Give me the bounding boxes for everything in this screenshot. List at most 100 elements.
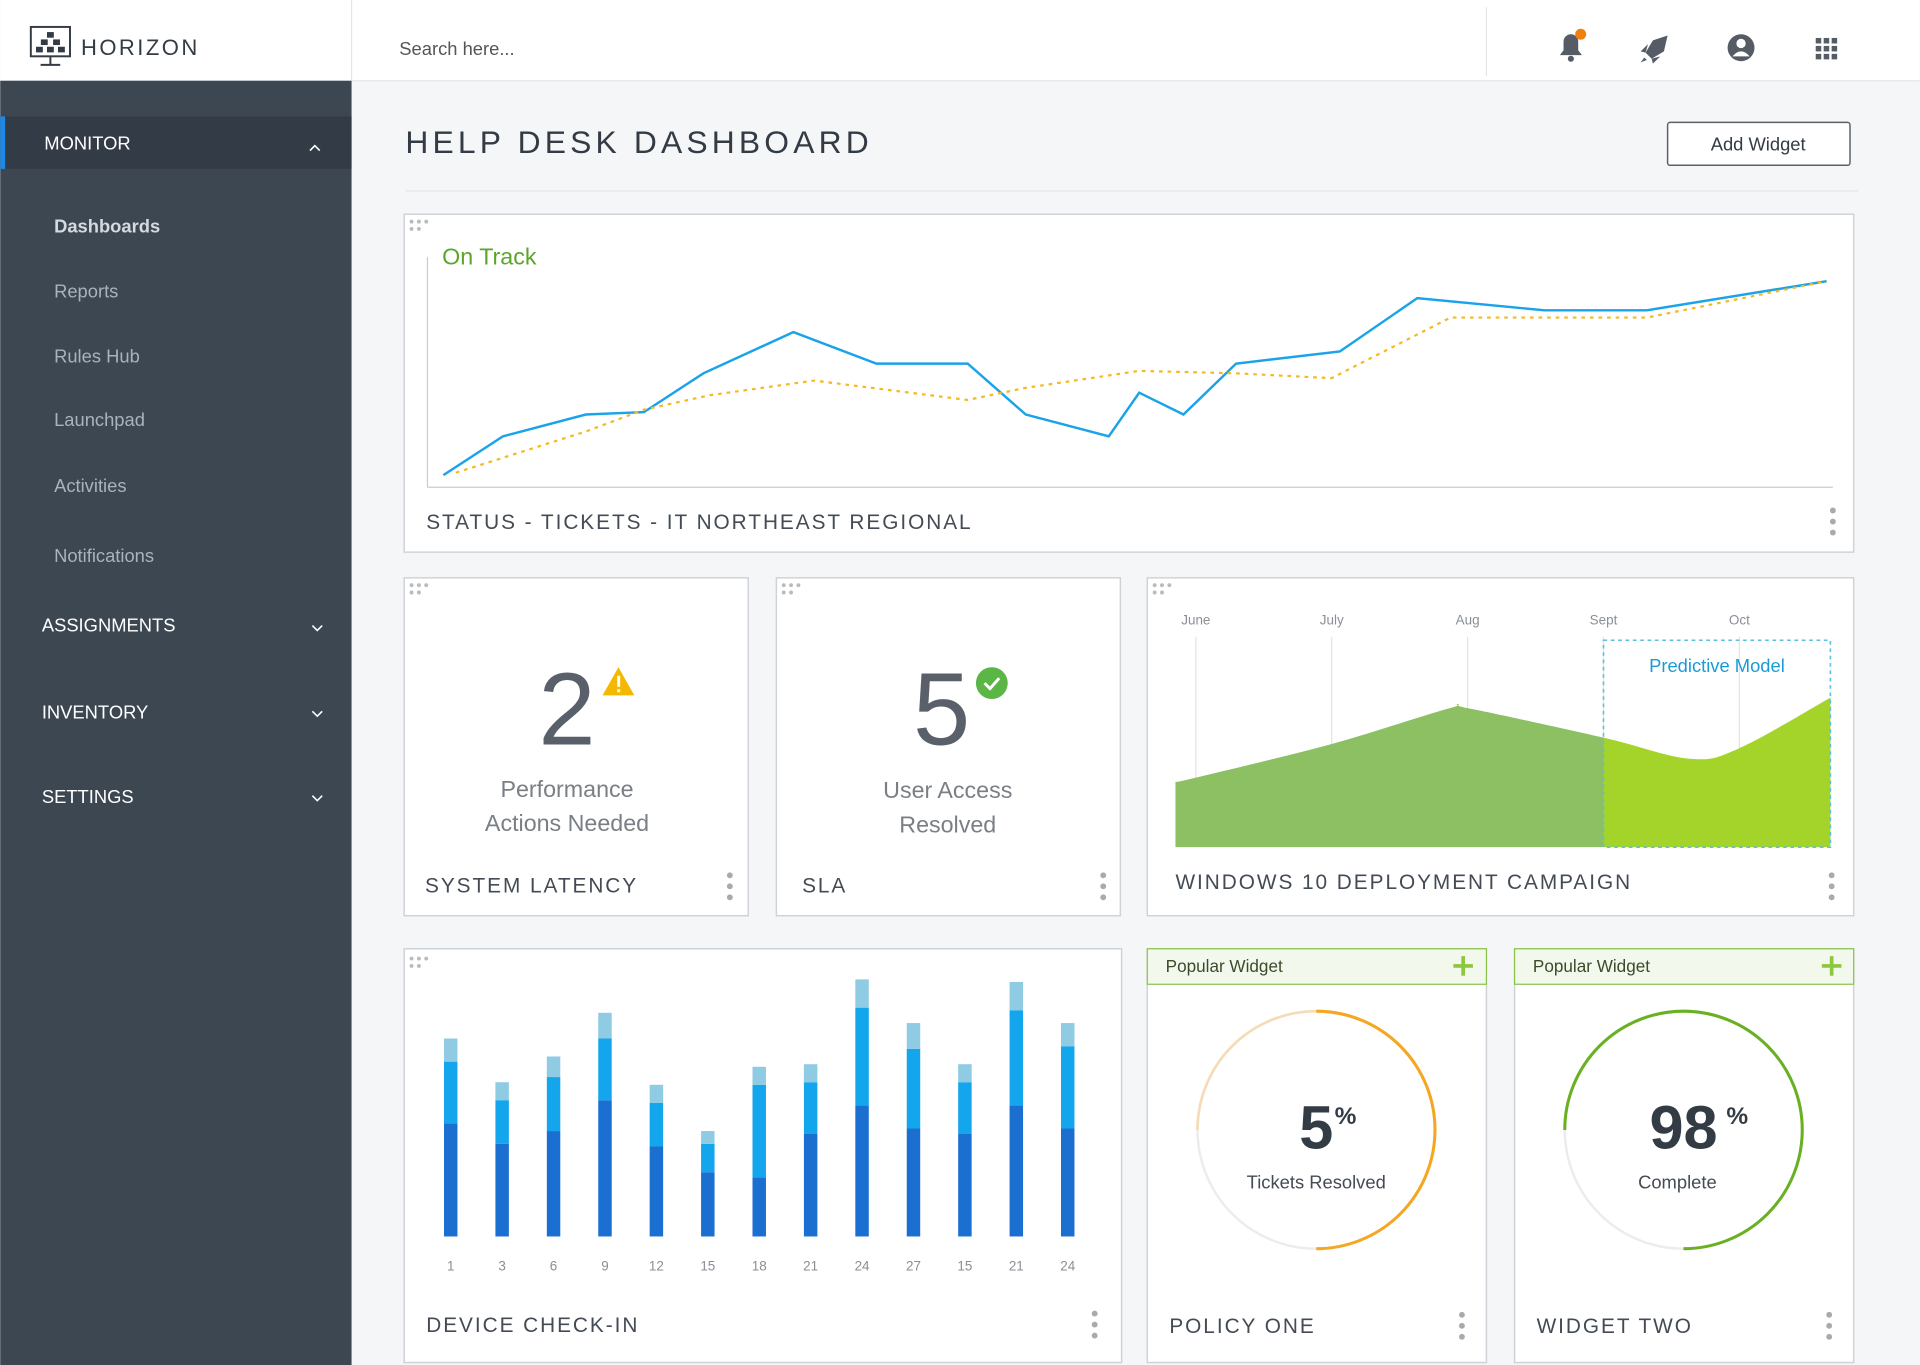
bar-segment — [598, 1012, 612, 1039]
bar-segment — [495, 1100, 509, 1144]
bar-segment — [701, 1143, 715, 1173]
apps-icon[interactable] — [1815, 37, 1838, 60]
card-title: POLICY ONE — [1169, 1315, 1315, 1338]
bar-segment — [855, 1105, 869, 1237]
line-series — [455, 280, 1827, 474]
brand: HORIZON — [81, 35, 200, 60]
launch-icon[interactable] — [1640, 35, 1668, 64]
kpi-caption: User Access — [883, 777, 1012, 803]
profile-icon[interactable] — [1727, 34, 1755, 62]
card-title: STATUS - TICKETS - IT NORTHEAST REGIONAL — [426, 511, 972, 534]
bar-segment — [803, 1133, 818, 1237]
badge-bar — [1146, 948, 1488, 985]
x-tick-label: 12 — [649, 1259, 664, 1274]
logo-icon — [29, 25, 71, 66]
bar-segment — [495, 1143, 509, 1237]
x-tick-label: 15 — [957, 1259, 972, 1274]
x-tick-label: Oct — [1729, 612, 1750, 627]
gauge-unit: % — [1335, 1103, 1357, 1130]
add-icon[interactable] — [1453, 956, 1473, 976]
header — [0, 0, 1920, 81]
kpi-value: 2 — [538, 651, 595, 766]
nav-item[interactable]: Reports — [54, 280, 118, 301]
add-icon[interactable] — [1821, 956, 1842, 976]
kpi-caption: Performance — [500, 776, 633, 802]
bar-segment — [958, 1064, 972, 1083]
card — [775, 577, 1122, 917]
bar-segment — [443, 1038, 458, 1062]
line-series — [442, 279, 1827, 477]
nav-item[interactable]: Launchpad — [54, 409, 145, 430]
card-title: WINDOWS 10 DEPLOYMENT CAMPAIGN — [1175, 871, 1632, 894]
bar-segment — [701, 1131, 715, 1144]
x-tick-label: July — [1320, 612, 1344, 627]
x-tick-label: 6 — [550, 1259, 557, 1274]
gauge-fade — [1196, 1009, 1317, 1130]
card-title: DEVICE CHECK-IN — [426, 1314, 639, 1337]
x-tick-label: 15 — [700, 1259, 715, 1274]
status-annotation: On Track — [442, 243, 537, 269]
bar-segment — [958, 1082, 972, 1134]
sidebar — [0, 80, 352, 1365]
bar-segment — [598, 1100, 612, 1237]
gauge-caption: Complete — [1638, 1172, 1717, 1193]
kpi-caption: Resolved — [899, 811, 996, 837]
bar-segment — [906, 1023, 921, 1049]
x-tick-label: 9 — [601, 1259, 608, 1274]
bar-segment — [752, 1177, 766, 1237]
bar-segment — [1060, 1128, 1075, 1237]
gauge-value: 5 — [1299, 1093, 1333, 1161]
bar-segment — [855, 979, 869, 1008]
nav-section[interactable]: SETTINGS — [42, 786, 134, 807]
add-widget-label[interactable]: Add Widget — [1711, 134, 1806, 155]
bar-segment — [495, 1082, 509, 1101]
card-title: SLA — [802, 874, 847, 897]
active-indicator — [0, 116, 6, 169]
area — [1175, 704, 1604, 848]
card — [403, 577, 749, 917]
bar-segment — [701, 1172, 715, 1237]
bar-segment — [598, 1038, 612, 1101]
chevron — [311, 625, 323, 632]
card — [1513, 948, 1855, 1364]
gauge-caption: Tickets Resolved — [1247, 1172, 1386, 1193]
x-tick-label: Aug — [1456, 612, 1480, 627]
bar-segment — [546, 1077, 561, 1132]
page-title: HELP DESK DASHBOARD — [405, 124, 872, 160]
gauge-value: 98 — [1649, 1093, 1717, 1161]
notifications-icon[interactable] — [1559, 28, 1587, 62]
nav-item[interactable]: Rules Hub — [54, 345, 140, 366]
predictive-box — [1602, 639, 1832, 848]
kpi-caption: Actions Needed — [485, 810, 649, 836]
badge: Popular Widget — [1533, 956, 1650, 976]
bar-segment — [752, 1066, 766, 1085]
bar-segment — [1060, 1023, 1075, 1047]
nav-item[interactable]: Notifications — [54, 545, 154, 566]
bar-segment — [906, 1128, 921, 1237]
bar-segment — [443, 1061, 458, 1124]
card-title: WIDGET TWO — [1537, 1315, 1693, 1338]
bar-segment — [1009, 981, 1024, 1011]
predictive-label: Predictive Model — [1649, 655, 1785, 676]
nav-section[interactable]: INVENTORY — [42, 702, 148, 723]
nav-item[interactable]: Dashboards — [54, 216, 160, 237]
bar-segment — [1060, 1046, 1075, 1129]
add-widget-button[interactable] — [1666, 121, 1851, 167]
nav-item[interactable]: Activities — [54, 475, 126, 496]
nav-section[interactable]: ASSIGNMENTS — [42, 615, 176, 636]
x-tick-label: 21 — [803, 1259, 818, 1274]
nav-section[interactable]: MONITOR — [44, 132, 130, 153]
bar-segment — [649, 1146, 664, 1237]
x-tick-label: 24 — [1060, 1259, 1075, 1274]
bar-segment — [958, 1133, 972, 1237]
search-input[interactable]: Search here... — [399, 38, 514, 59]
chevron — [311, 795, 323, 802]
bar-segment — [443, 1123, 458, 1237]
x-tick-label: 24 — [855, 1259, 870, 1274]
x-tick-label: 18 — [752, 1259, 767, 1274]
bar-segment — [906, 1048, 921, 1129]
bar-segment — [1009, 1010, 1024, 1106]
bar-segment — [546, 1056, 561, 1078]
bar-segment — [803, 1082, 818, 1134]
chevron — [311, 710, 323, 718]
